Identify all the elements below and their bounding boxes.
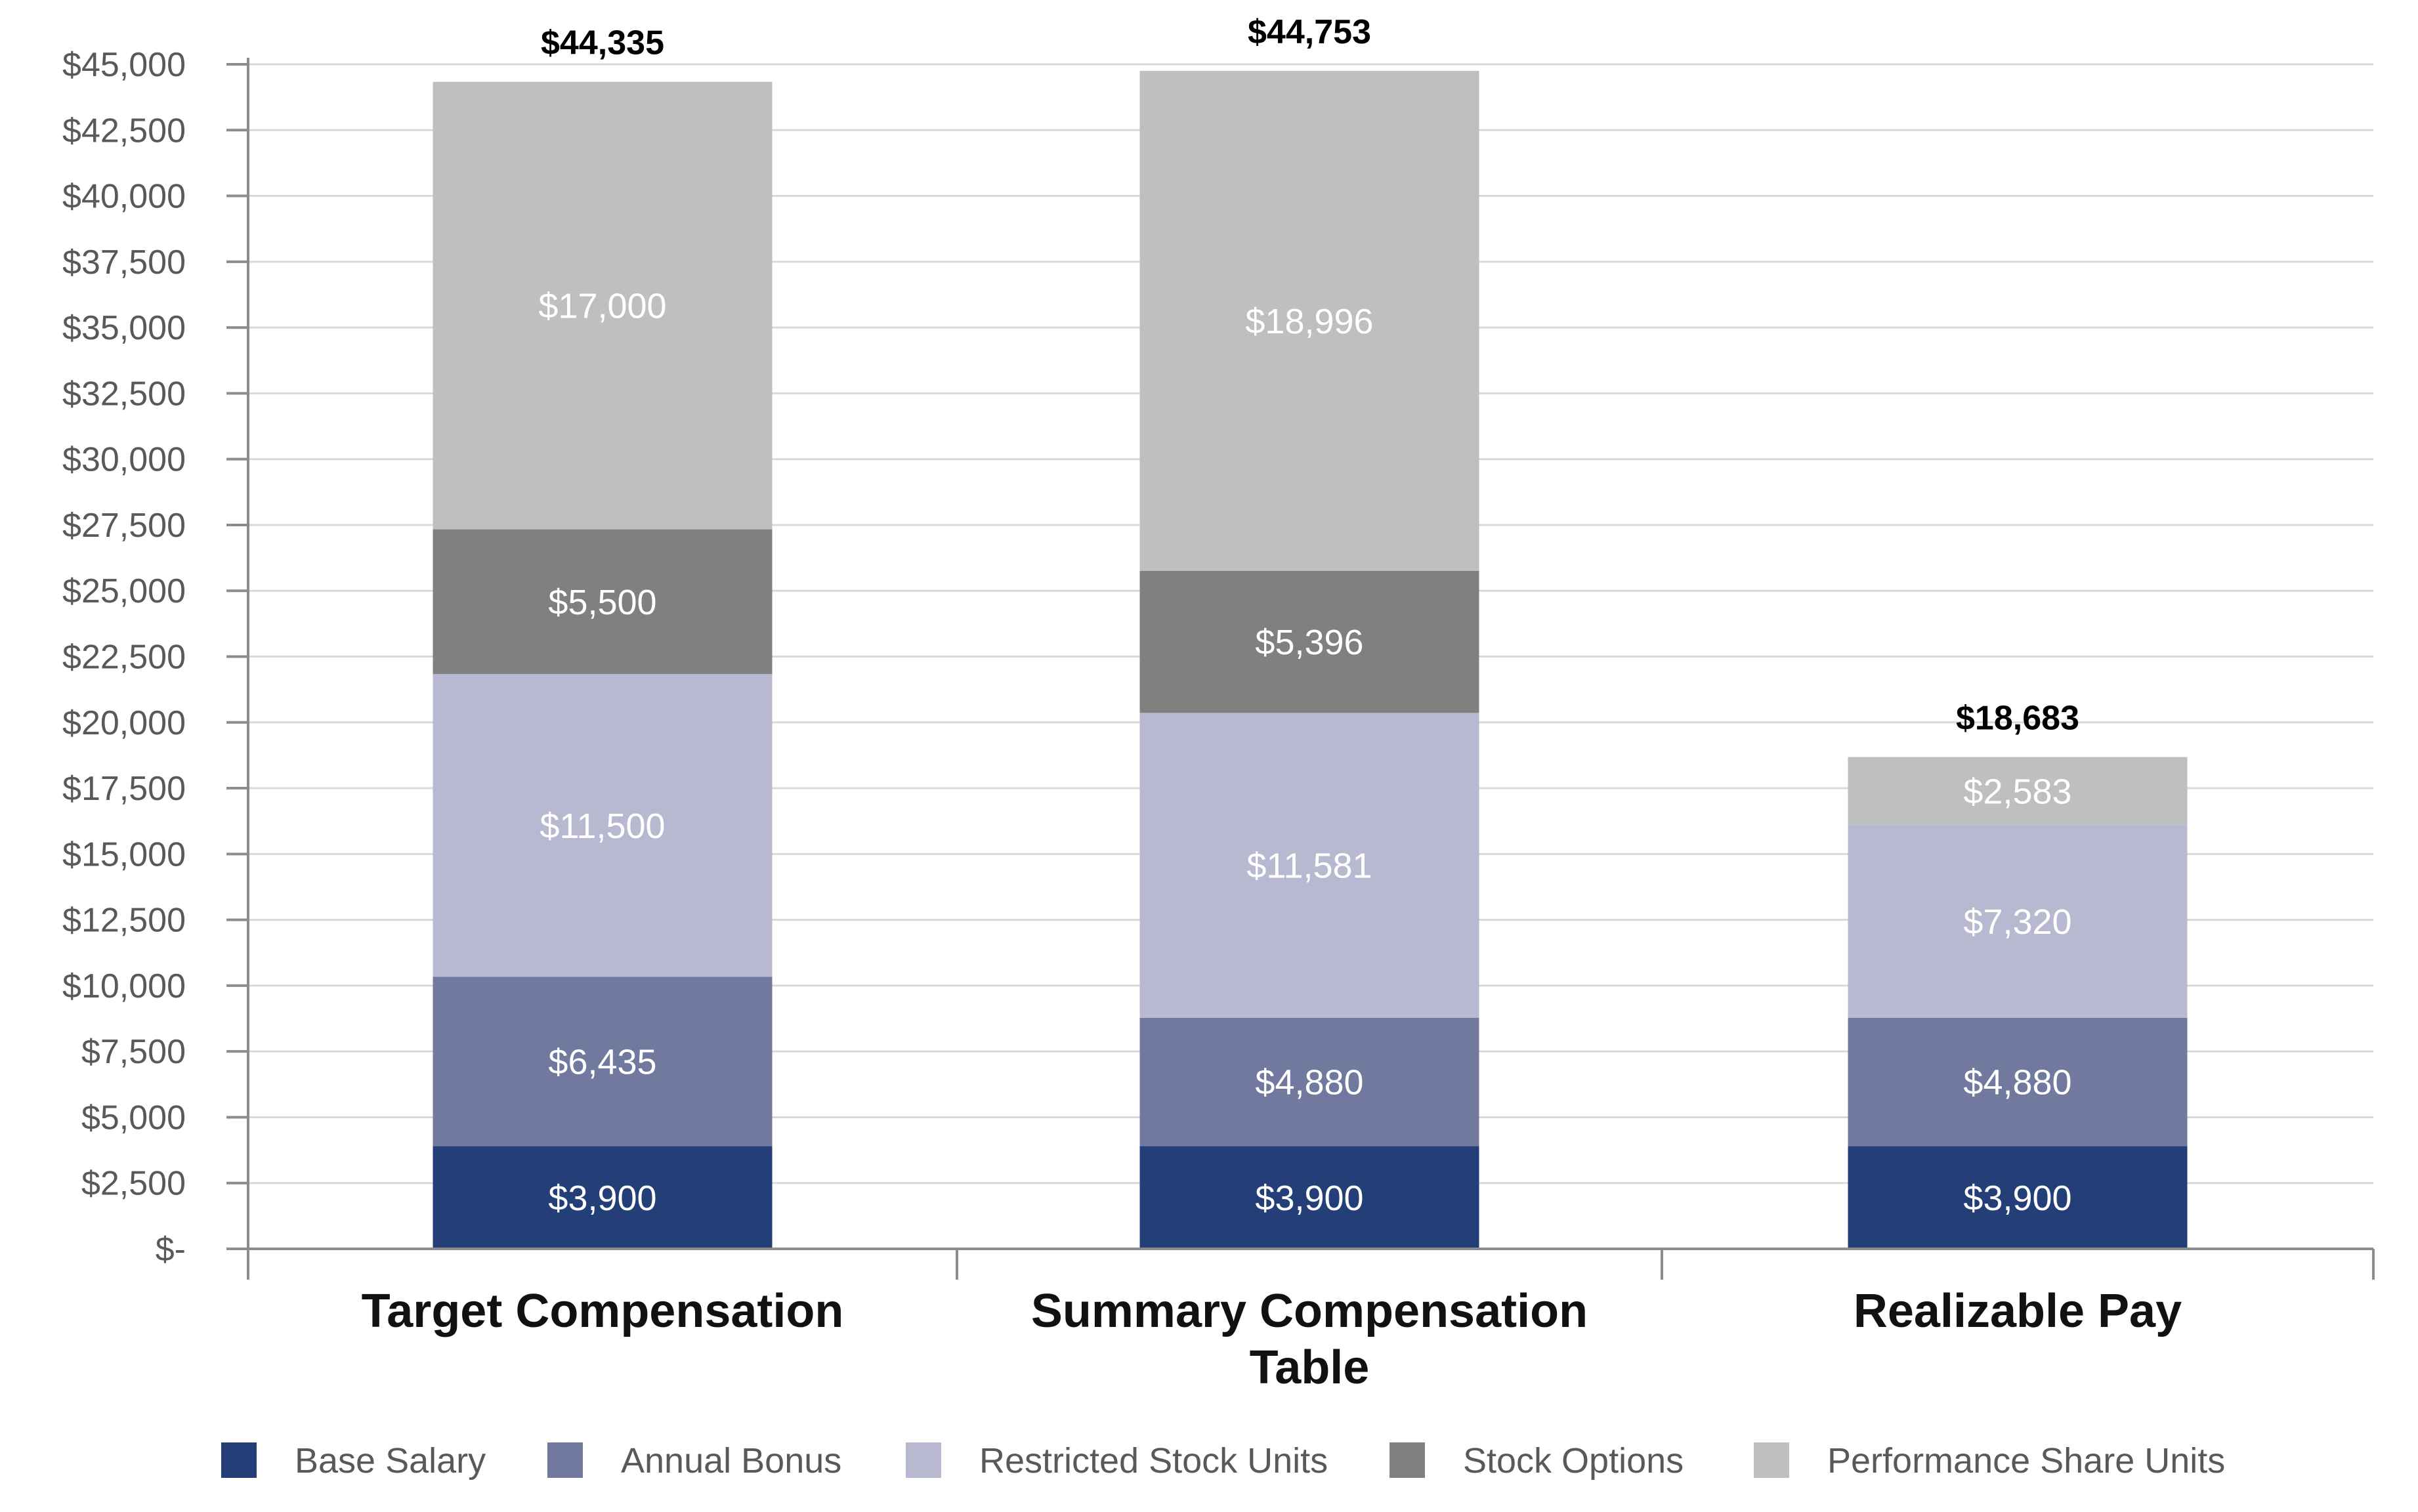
total-value-label: $18,683 [1956, 700, 2079, 738]
x-category-label: Target Compensation [362, 1285, 844, 1337]
y-tick-label: $42,500 [62, 112, 186, 150]
y-tick-label: $5,000 [81, 1099, 186, 1137]
y-tick-label: $32,500 [62, 375, 186, 413]
segment-value-label: $6,435 [548, 1043, 656, 1082]
y-tick-label: $22,500 [62, 639, 186, 677]
y-tick-label: $20,000 [62, 704, 186, 742]
y-tick-label: $35,000 [62, 309, 186, 347]
bar-segment-base-salary [433, 1146, 773, 1249]
bar-segment-annual-bonus [1848, 1017, 2188, 1146]
legend-item-performance-share-units: Performance Share Units [1754, 1441, 2225, 1480]
legend: Base Salary Annual Bonus Restricted Stock … [221, 1441, 2225, 1480]
segment-value-label: $11,581 [1246, 847, 1372, 886]
bar-segment-base-salary [1139, 1146, 1479, 1249]
bar-segment-annual-bonus [1139, 1017, 1479, 1146]
segment-value-label: $3,900 [548, 1179, 656, 1218]
legend-swatch [906, 1442, 941, 1478]
y-tick-label: $37,500 [62, 243, 186, 282]
legend-label: Stock Options [1463, 1441, 1684, 1480]
segment-value-label: $2,583 [1963, 772, 2071, 811]
legend-label: Annual Bonus [621, 1441, 841, 1480]
bar-segment-annual-bonus [433, 976, 773, 1146]
segment-value-label: $18,996 [1245, 302, 1373, 341]
bar-segment-stock-options [433, 529, 773, 675]
y-tick-label: $12,500 [62, 902, 186, 940]
segment-value-label: $5,500 [548, 583, 656, 622]
bar-segment-performance-share-units [1139, 70, 1479, 571]
segment-value-label: $3,900 [1963, 1179, 2071, 1218]
legend-swatch [221, 1442, 257, 1478]
y-tick-label: $45,000 [62, 46, 186, 84]
legend-label: Base Salary [295, 1441, 486, 1480]
bars: $3,900 $6,435 $11,500 $5,500 $17,000 $44,335 $… [433, 13, 2188, 1249]
legend-label: Restricted Stock Units [979, 1441, 1328, 1480]
y-axis: $- $2,500 $5,000 $7,500 $10,000 $12,500 $15,00… [62, 46, 249, 1269]
y-tick-label: $30,000 [62, 441, 186, 479]
y-tick-label: $25,000 [62, 572, 186, 610]
y-tick-label: $17,500 [62, 770, 186, 808]
legend-label: Performance Share Units [1827, 1441, 2225, 1480]
legend-swatch [547, 1442, 583, 1478]
x-category-label: Realizable Pay [1854, 1285, 2182, 1337]
legend-item-annual-bonus: Annual Bonus [547, 1441, 841, 1480]
segment-value-label: $17,000 [538, 287, 666, 326]
segment-value-label: $4,880 [1963, 1063, 2071, 1102]
segment-value-label: $11,500 [540, 807, 665, 846]
total-value-label: $44,753 [1248, 13, 1371, 51]
legend-item-restricted-stock-units: Restricted Stock Units [906, 1441, 1328, 1480]
segment-value-label: $3,900 [1255, 1179, 1363, 1218]
y-tick-label: $2,500 [81, 1165, 186, 1203]
bar-segment-base-salary [1848, 1146, 2188, 1249]
segment-value-label: $7,320 [1963, 902, 2071, 942]
x-axis: Target Compensation Summary CompensationT… [247, 1248, 2375, 1394]
x-category-label: Summary Compensation [1031, 1285, 1588, 1337]
bar-segment-performance-share-units [433, 81, 773, 530]
bar-segment-restricted-stock-units [1848, 825, 2188, 1018]
bar-segment-stock-options [1139, 570, 1479, 713]
legend-item-stock-options: Stock Options [1389, 1441, 1684, 1480]
legend-item-base-salary: Base Salary [221, 1441, 486, 1480]
y-tick-label: $7,500 [81, 1033, 186, 1071]
y-tick-label: $- [156, 1230, 186, 1269]
bar-segment-restricted-stock-units [1139, 713, 1479, 1018]
x-category-label: Table [1250, 1341, 1370, 1394]
bar-segment-restricted-stock-units [433, 674, 773, 977]
total-value-label: $44,335 [541, 24, 664, 62]
y-tick-label: $40,000 [62, 178, 186, 216]
y-tick-label: $27,500 [62, 507, 186, 545]
y-tick-label: $15,000 [62, 835, 186, 873]
legend-swatch [1754, 1442, 1789, 1478]
legend-swatch [1389, 1442, 1425, 1478]
segment-value-label: $4,880 [1255, 1063, 1363, 1102]
segment-value-label: $5,396 [1255, 623, 1363, 662]
bar-segment-performance-share-units [1848, 757, 2188, 826]
y-tick-label: $10,000 [62, 967, 186, 1005]
